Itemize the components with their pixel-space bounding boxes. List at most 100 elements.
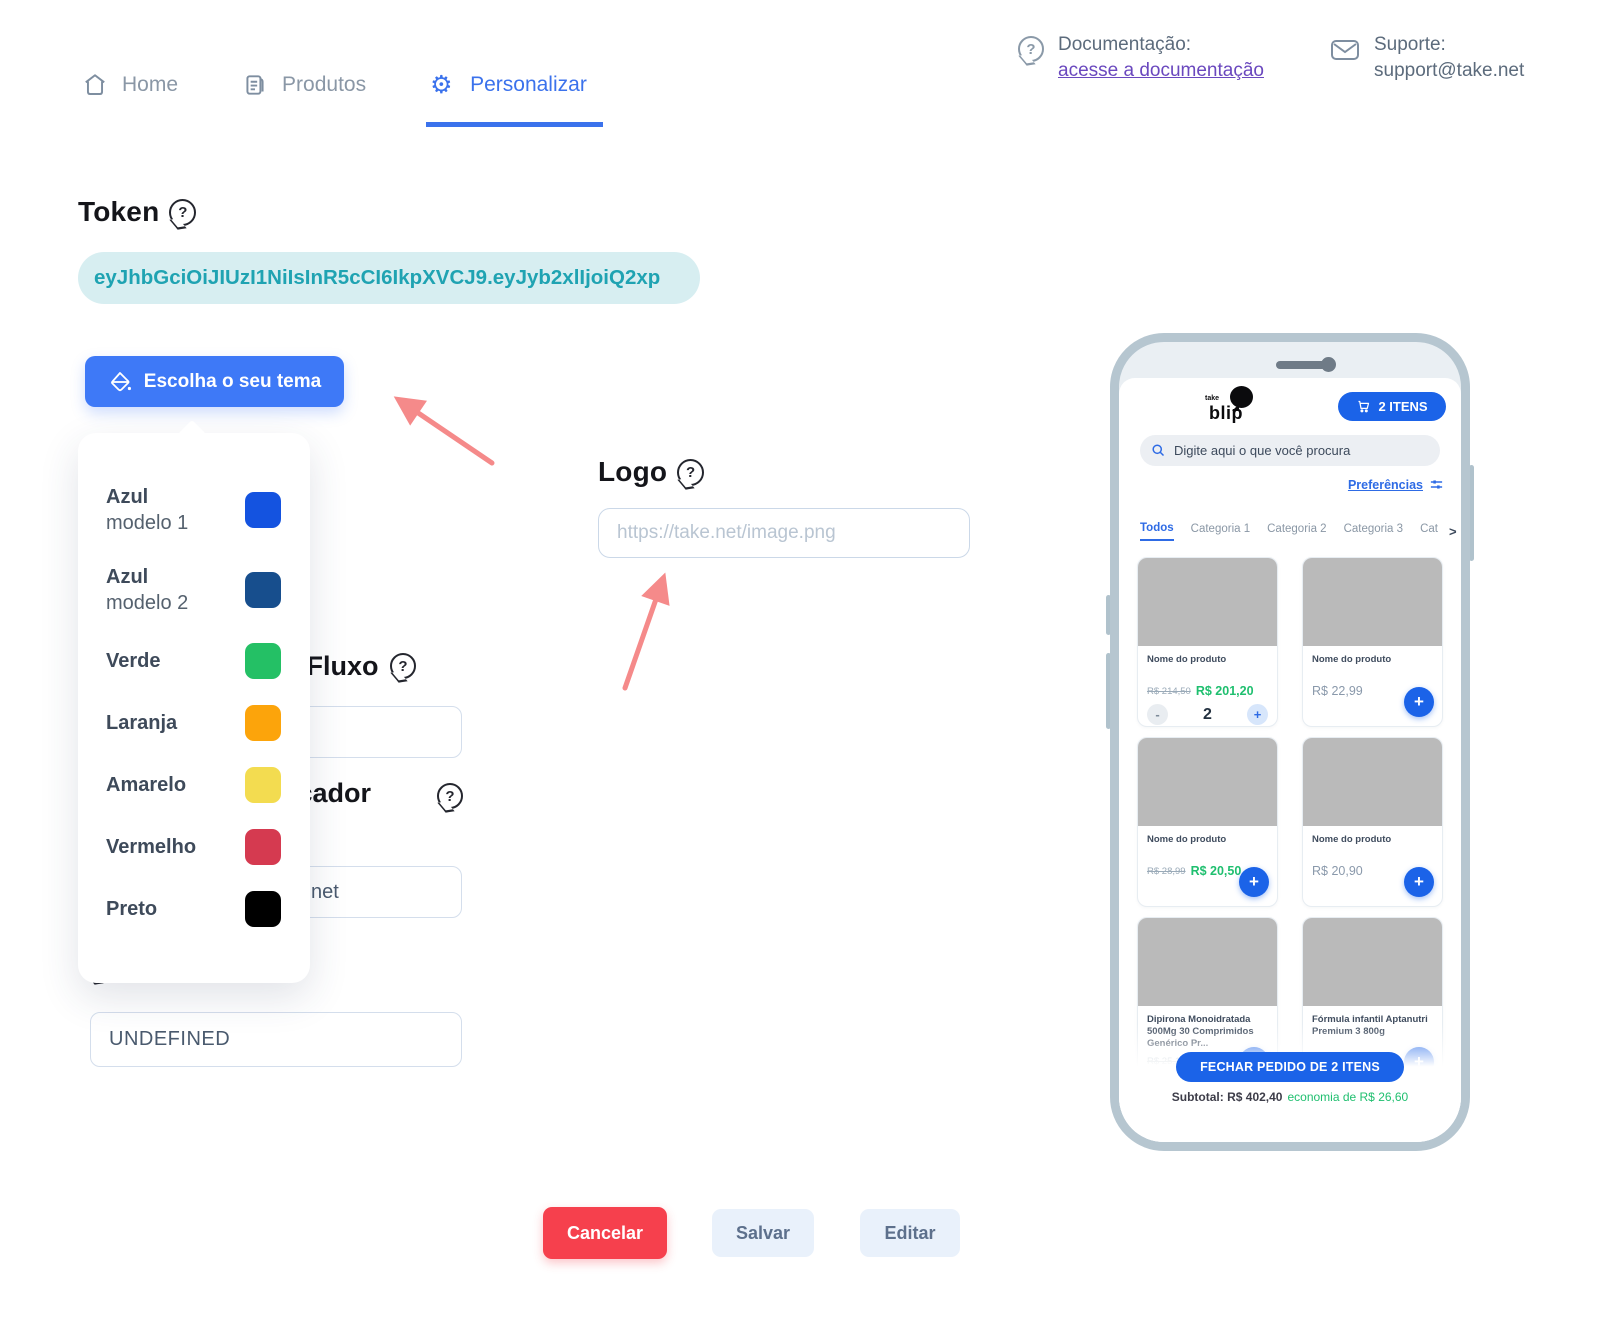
- theme-option-vermelho[interactable]: Vermelho: [106, 824, 281, 870]
- save-button[interactable]: Salvar: [712, 1209, 814, 1257]
- color-swatch: [245, 767, 281, 803]
- product-name: Nome do produto: [1312, 834, 1392, 845]
- token-heading: Token: [78, 196, 197, 228]
- phone-side-button: [1469, 465, 1474, 561]
- edit-button[interactable]: Editar: [860, 1209, 960, 1257]
- documentation-block: Documentação: acesse a documentação: [1018, 32, 1264, 84]
- product-image-placeholder: [1138, 558, 1277, 646]
- product-card: Nome do produto R$ 20,90 +: [1302, 737, 1443, 907]
- tab-categoria-1[interactable]: Categoria 1: [1190, 523, 1251, 535]
- theme-name: Azul: [106, 486, 149, 508]
- theme-option-laranja[interactable]: Laranja: [106, 700, 281, 746]
- color-swatch: [245, 572, 281, 608]
- tab-todos[interactable]: Todos: [1140, 522, 1174, 541]
- cancel-button[interactable]: Cancelar: [543, 1207, 667, 1259]
- color-swatch: [245, 705, 281, 741]
- phone-side-button: [1106, 595, 1111, 635]
- product-price: R$ 20,50: [1190, 864, 1242, 878]
- theme-name: Azul: [106, 566, 149, 588]
- support-block: Suporte: support@take.net: [1330, 32, 1524, 84]
- phone-side-button: [1106, 653, 1111, 729]
- id-fluxo-help-icon[interactable]: [390, 653, 416, 679]
- theme-name: Vermelho: [106, 836, 197, 858]
- product-name: Nome do produto: [1147, 654, 1227, 665]
- nav-item-personalizar[interactable]: ⚙ Personalizar: [426, 66, 603, 127]
- product-image-placeholder: [1303, 738, 1442, 826]
- phone-app-body: take blip 2 ITENS Preferências: [1119, 378, 1461, 1142]
- cart-button[interactable]: 2 ITENS: [1338, 392, 1446, 421]
- minus-button[interactable]: -: [1147, 704, 1168, 725]
- preferences-link[interactable]: Preferências: [1348, 477, 1444, 492]
- home-icon: [82, 72, 108, 98]
- search-input[interactable]: [1174, 443, 1429, 458]
- plus-button[interactable]: +: [1247, 704, 1268, 725]
- color-swatch: [245, 829, 281, 865]
- gear-icon: ⚙: [430, 70, 453, 99]
- nav-item-home[interactable]: Home: [78, 66, 194, 122]
- tabs-scroll-chevron-icon[interactable]: >: [1448, 524, 1457, 539]
- id-bloco-input[interactable]: [90, 1012, 462, 1067]
- product-card: Nome do produto R$ 214,50 R$ 201,20 - 2 …: [1137, 557, 1278, 727]
- blip-wordmark: blip: [1209, 403, 1243, 423]
- theme-dropdown: Azul modelo 1 Azul modelo 2 Verde Laranj…: [78, 433, 310, 983]
- nav-label: Home: [122, 73, 179, 96]
- close-order-button[interactable]: FECHAR PEDIDO DE 2 ITENS: [1176, 1052, 1404, 1082]
- logo-help-icon[interactable]: [677, 458, 705, 486]
- quantity-value: 2: [1203, 705, 1212, 723]
- theme-name: Preto: [106, 898, 158, 920]
- add-to-cart-button[interactable]: +: [1404, 687, 1434, 717]
- choose-theme-button[interactable]: Escolha o seu tema: [85, 356, 344, 407]
- theme-name: Amarelo: [106, 774, 187, 796]
- preferences-label: Preferências: [1347, 477, 1423, 492]
- theme-name: Laranja: [106, 712, 178, 734]
- checkout-footer: FECHAR PEDIDO DE 2 ITENS Subtotal: R$ 40…: [1119, 1024, 1461, 1142]
- theme-option-verde[interactable]: Verde: [106, 638, 281, 684]
- product-old-price: R$ 214,50: [1147, 685, 1191, 697]
- support-email: support@take.net: [1374, 60, 1525, 81]
- product-image-placeholder: [1138, 918, 1277, 1006]
- search-bar[interactable]: [1140, 435, 1440, 466]
- add-to-cart-button[interactable]: +: [1404, 867, 1434, 897]
- savings-label: economia de R$ 26,60: [1287, 1090, 1409, 1104]
- phone-preview: take blip 2 ITENS Preferências: [1106, 333, 1474, 1151]
- paint-bucket-icon: [110, 371, 131, 391]
- nav-item-produtos[interactable]: Produtos: [238, 66, 382, 122]
- theme-option-azul-2[interactable]: Azul modelo 2: [106, 558, 281, 622]
- blip-take-label: take: [1205, 395, 1220, 402]
- cart-count-label: 2 ITENS: [1378, 399, 1428, 414]
- color-swatch: [245, 492, 281, 528]
- documentation-link[interactable]: acesse a documentação: [1058, 60, 1264, 81]
- blip-logo: take blip: [1203, 386, 1259, 430]
- theme-option-amarelo[interactable]: Amarelo: [106, 762, 281, 808]
- documents-icon: [242, 72, 268, 98]
- product-old-price: R$ 28,99: [1147, 865, 1186, 877]
- choose-theme-label: Escolha o seu tema: [143, 370, 322, 392]
- phone-screen: take blip 2 ITENS Preferências: [1110, 333, 1470, 1151]
- product-price: R$ 201,20: [1195, 684, 1254, 698]
- subtotal-label: Subtotal: R$ 402,40: [1171, 1090, 1283, 1104]
- category-tabs: Todos Categoria 1 Categoria 2 Categoria …: [1140, 522, 1457, 541]
- product-card: Nome do produto R$ 28,99 R$ 20,50 +: [1137, 737, 1278, 907]
- token-pill: eyJhbGciOiJIUzI1NiIsInR5cCI6IkpXVCJ9.eyJ…: [78, 252, 700, 304]
- theme-sub: modelo 1: [106, 512, 189, 534]
- nav-label: Personalizar: [470, 73, 587, 96]
- cart-icon: [1358, 400, 1370, 413]
- quantity-stepper: - 2 +: [1147, 704, 1268, 725]
- token-help-icon[interactable]: [169, 198, 197, 226]
- logo-url-input[interactable]: [598, 508, 970, 558]
- product-name: Nome do produto: [1312, 654, 1392, 665]
- product-image-placeholder: [1303, 558, 1442, 646]
- product-name: Nome do produto: [1147, 834, 1227, 845]
- theme-option-preto[interactable]: Preto: [106, 886, 281, 932]
- add-to-cart-button[interactable]: +: [1239, 867, 1269, 897]
- phone-speaker: [1276, 361, 1326, 369]
- tab-categoria-3[interactable]: Categoria 3: [1343, 523, 1404, 535]
- logo-heading: Logo: [598, 456, 705, 488]
- sliders-icon: [1430, 480, 1443, 489]
- theme-option-azul-1[interactable]: Azul modelo 1: [106, 478, 281, 542]
- theme-sub: modelo 2: [106, 592, 189, 614]
- tab-categoria-4[interactable]: Cat: [1420, 523, 1438, 535]
- support-label: Suporte:: [1374, 34, 1446, 55]
- identificador-help-icon[interactable]: [437, 783, 463, 809]
- tab-categoria-2[interactable]: Categoria 2: [1267, 523, 1327, 535]
